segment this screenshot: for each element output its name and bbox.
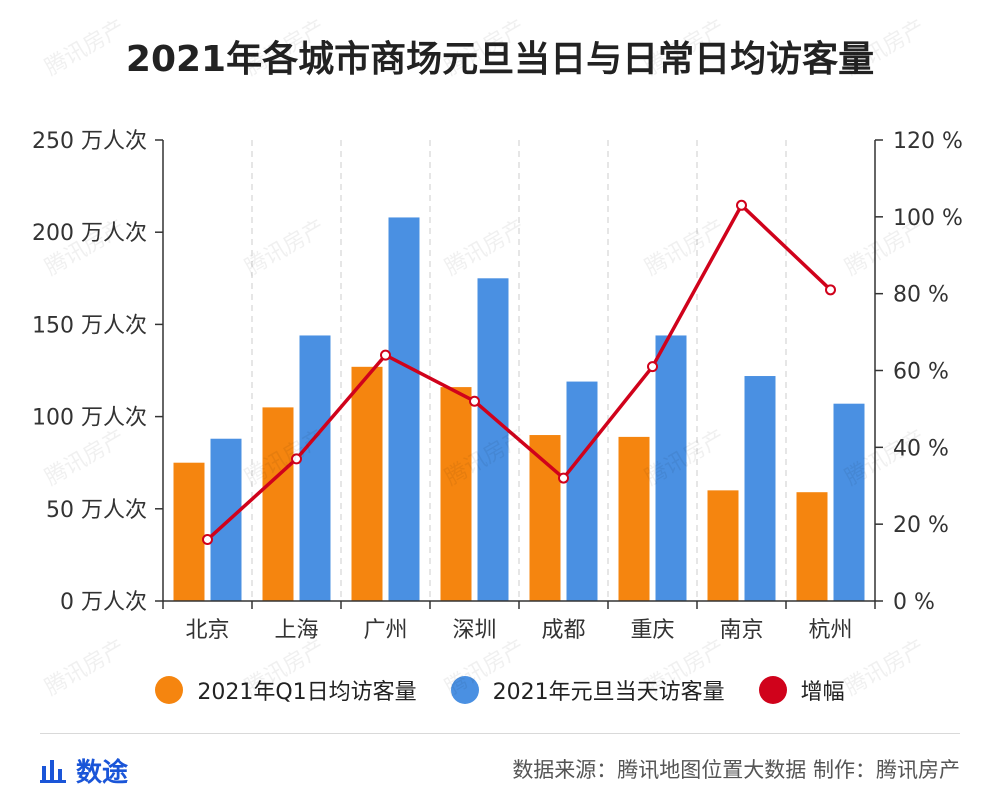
legend-label-newyear: 2021年元旦当天访客量 xyxy=(492,680,725,705)
legend-item-q1[interactable]: 2021年Q1日均访客量 xyxy=(155,674,417,706)
right-tick-label: 100 % xyxy=(893,206,963,231)
growth-point[interactable] xyxy=(736,199,747,211)
brand-name: 数途 xyxy=(76,758,129,788)
bar-q1[interactable] xyxy=(173,462,205,601)
legend-swatch-growth xyxy=(758,676,787,704)
bar-q1[interactable] xyxy=(618,436,650,601)
bar-newyear[interactable] xyxy=(655,335,687,601)
growth-point[interactable] xyxy=(202,534,213,546)
x-tick-label: 北京 xyxy=(185,618,229,643)
right-tick-label: 120 % xyxy=(893,129,963,154)
x-tick-label: 成都 xyxy=(541,618,585,643)
growth-point[interactable] xyxy=(380,349,391,361)
x-tick-label: 杭州 xyxy=(808,618,852,643)
left-tick-label: 50 万人次 xyxy=(46,498,147,523)
left-tick-label: 100 万人次 xyxy=(32,406,147,431)
growth-point[interactable] xyxy=(558,472,569,484)
right-tick-label: 80 % xyxy=(893,283,949,308)
growth-point[interactable] xyxy=(291,453,302,465)
brand-logo: 数途 xyxy=(40,752,128,789)
left-tick-label: 0 万人次 xyxy=(60,590,147,615)
growth-point[interactable] xyxy=(825,284,836,296)
x-tick-label: 南京 xyxy=(719,618,763,643)
bar-newyear[interactable] xyxy=(566,381,598,601)
bar-q1[interactable] xyxy=(262,407,294,601)
right-tick-label: 40 % xyxy=(893,436,949,461)
growth-point[interactable] xyxy=(469,395,480,407)
left-tick-label: 150 万人次 xyxy=(32,313,147,338)
x-tick-label: 上海 xyxy=(274,618,318,643)
legend-swatch-newyear xyxy=(450,676,479,704)
footer-divider xyxy=(40,733,960,734)
bar-newyear[interactable] xyxy=(299,335,331,601)
legend-item-newyear[interactable]: 2021年元旦当天访客量 xyxy=(450,674,725,706)
right-tick-label: 20 % xyxy=(893,513,949,538)
x-tick-label: 广州 xyxy=(363,618,407,643)
legend-swatch-q1 xyxy=(155,676,184,704)
bar-newyear[interactable] xyxy=(388,217,420,601)
right-tick-label: 0 % xyxy=(893,590,935,615)
legend-label-q1: 2021年Q1日均访客量 xyxy=(197,680,417,705)
bar-q1[interactable] xyxy=(707,490,739,601)
x-tick-label: 重庆 xyxy=(630,618,674,643)
growth-line xyxy=(206,203,832,541)
x-tick-label: 深圳 xyxy=(452,618,496,643)
bar-chart-icon xyxy=(40,759,66,783)
bar-newyear[interactable] xyxy=(210,438,242,601)
data-source-credit: 数据来源：腾讯地图位置大数据 制作：腾讯房产 xyxy=(512,758,960,782)
right-tick-label: 60 % xyxy=(893,360,949,385)
bar-q1[interactable] xyxy=(796,492,828,601)
growth-point[interactable] xyxy=(647,361,658,373)
chart-title: 2021年各城市商场元旦当日与日常日均访客量 xyxy=(125,39,875,80)
bar-q1[interactable] xyxy=(440,387,472,601)
legend-item-growth[interactable]: 增幅 xyxy=(758,674,845,706)
bar-newyear[interactable] xyxy=(477,278,509,601)
bar-newyear[interactable] xyxy=(744,376,776,601)
bar-newyear[interactable] xyxy=(833,403,865,601)
left-tick-label: 200 万人次 xyxy=(32,221,147,246)
chart-legend: 2021年Q1日均访客量 2021年元旦当天访客量 增幅 xyxy=(0,674,1000,706)
left-tick-label: 250 万人次 xyxy=(32,129,147,154)
bar-q1[interactable] xyxy=(351,366,383,601)
legend-label-growth: 增幅 xyxy=(800,680,845,705)
